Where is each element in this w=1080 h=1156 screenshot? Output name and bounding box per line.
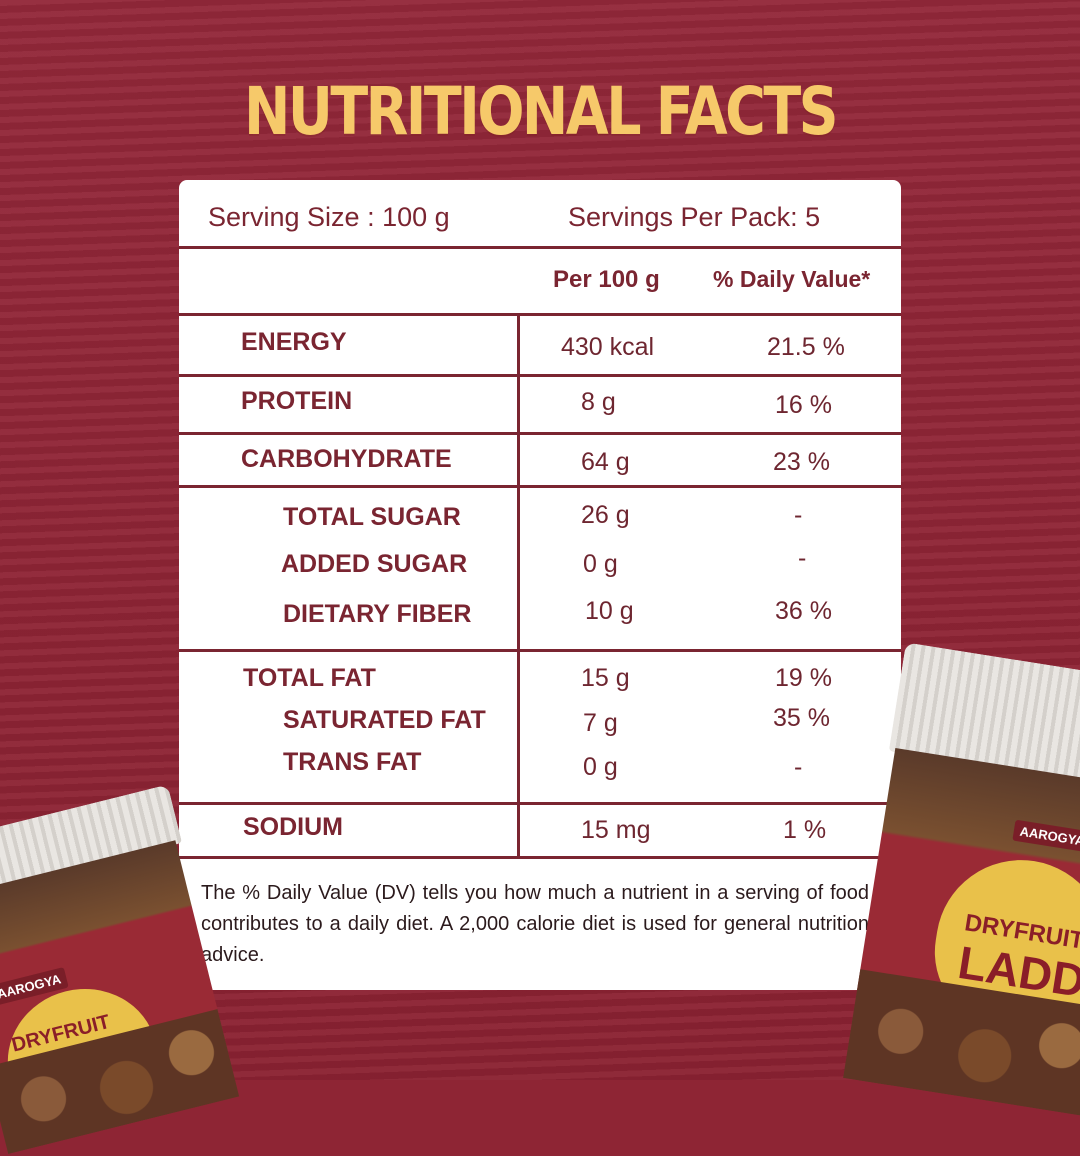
nutrient-value: 430 kcal [561, 333, 655, 361]
servings-per-pack: Servings Per Pack: 5 [568, 202, 821, 232]
page-title: NUTRITIONAL FACTS [243, 73, 839, 150]
nutrient-name: TRANS FAT [283, 748, 422, 776]
nutrient-value: 64 g [581, 448, 630, 476]
divider [179, 485, 901, 488]
nutrient-dv: 35 % [773, 704, 830, 732]
nutrient-value: 15 mg [581, 816, 651, 844]
nutrient-dv: - [794, 501, 803, 529]
divider [179, 246, 901, 249]
nutrient-dv: - [794, 753, 803, 781]
footnote: The % Daily Value (DV) tells you how muc… [201, 882, 869, 966]
column-daily-value: % Daily Value* [713, 266, 871, 292]
divider [179, 856, 901, 859]
nutrient-name: DIETARY FIBER [283, 600, 472, 628]
divider [179, 649, 901, 652]
divider [179, 313, 901, 316]
nutrient-value: 0 g [583, 753, 618, 781]
divider [179, 432, 901, 435]
nutrient-dv: 21.5 % [767, 333, 845, 361]
nutrient-value: 10 g [585, 597, 634, 625]
nutrient-name: ENERGY [241, 328, 347, 356]
nutrient-value: 26 g [581, 501, 630, 529]
nutrient-dv: 19 % [775, 664, 832, 692]
serving-size: Serving Size : 100 g [208, 202, 450, 232]
nutrient-name: ADDED SUGAR [281, 550, 468, 578]
nutrient-dv: 1 % [783, 816, 827, 844]
column-divider [517, 313, 520, 856]
column-per-100g: Per 100 g [553, 266, 660, 293]
nutrition-card: Serving Size : 100 g Servings Per Pack: … [179, 180, 901, 990]
divider [179, 374, 901, 377]
nutrient-value: 0 g [583, 550, 618, 578]
nutrient-name: PROTEIN [241, 387, 353, 415]
nutrient-name: TOTAL SUGAR [283, 503, 461, 531]
nutrient-name: SODIUM [243, 813, 343, 841]
brand-logo: AAROGYA [1012, 819, 1080, 853]
nutrient-name: TOTAL FAT [243, 664, 376, 692]
nutrient-name: SATURATED FAT [283, 706, 486, 734]
nutrient-dv: 16 % [775, 391, 832, 419]
divider [179, 802, 901, 805]
nutrient-dv: - [798, 544, 807, 572]
nutrient-dv: 36 % [775, 597, 832, 625]
nutrient-dv: 23 % [773, 448, 830, 476]
nutrient-value: 8 g [581, 388, 616, 416]
nutrient-name: CARBOHYDRATE [241, 445, 452, 473]
nutrient-value: 7 g [583, 709, 618, 737]
nutrient-value: 15 g [581, 664, 630, 692]
